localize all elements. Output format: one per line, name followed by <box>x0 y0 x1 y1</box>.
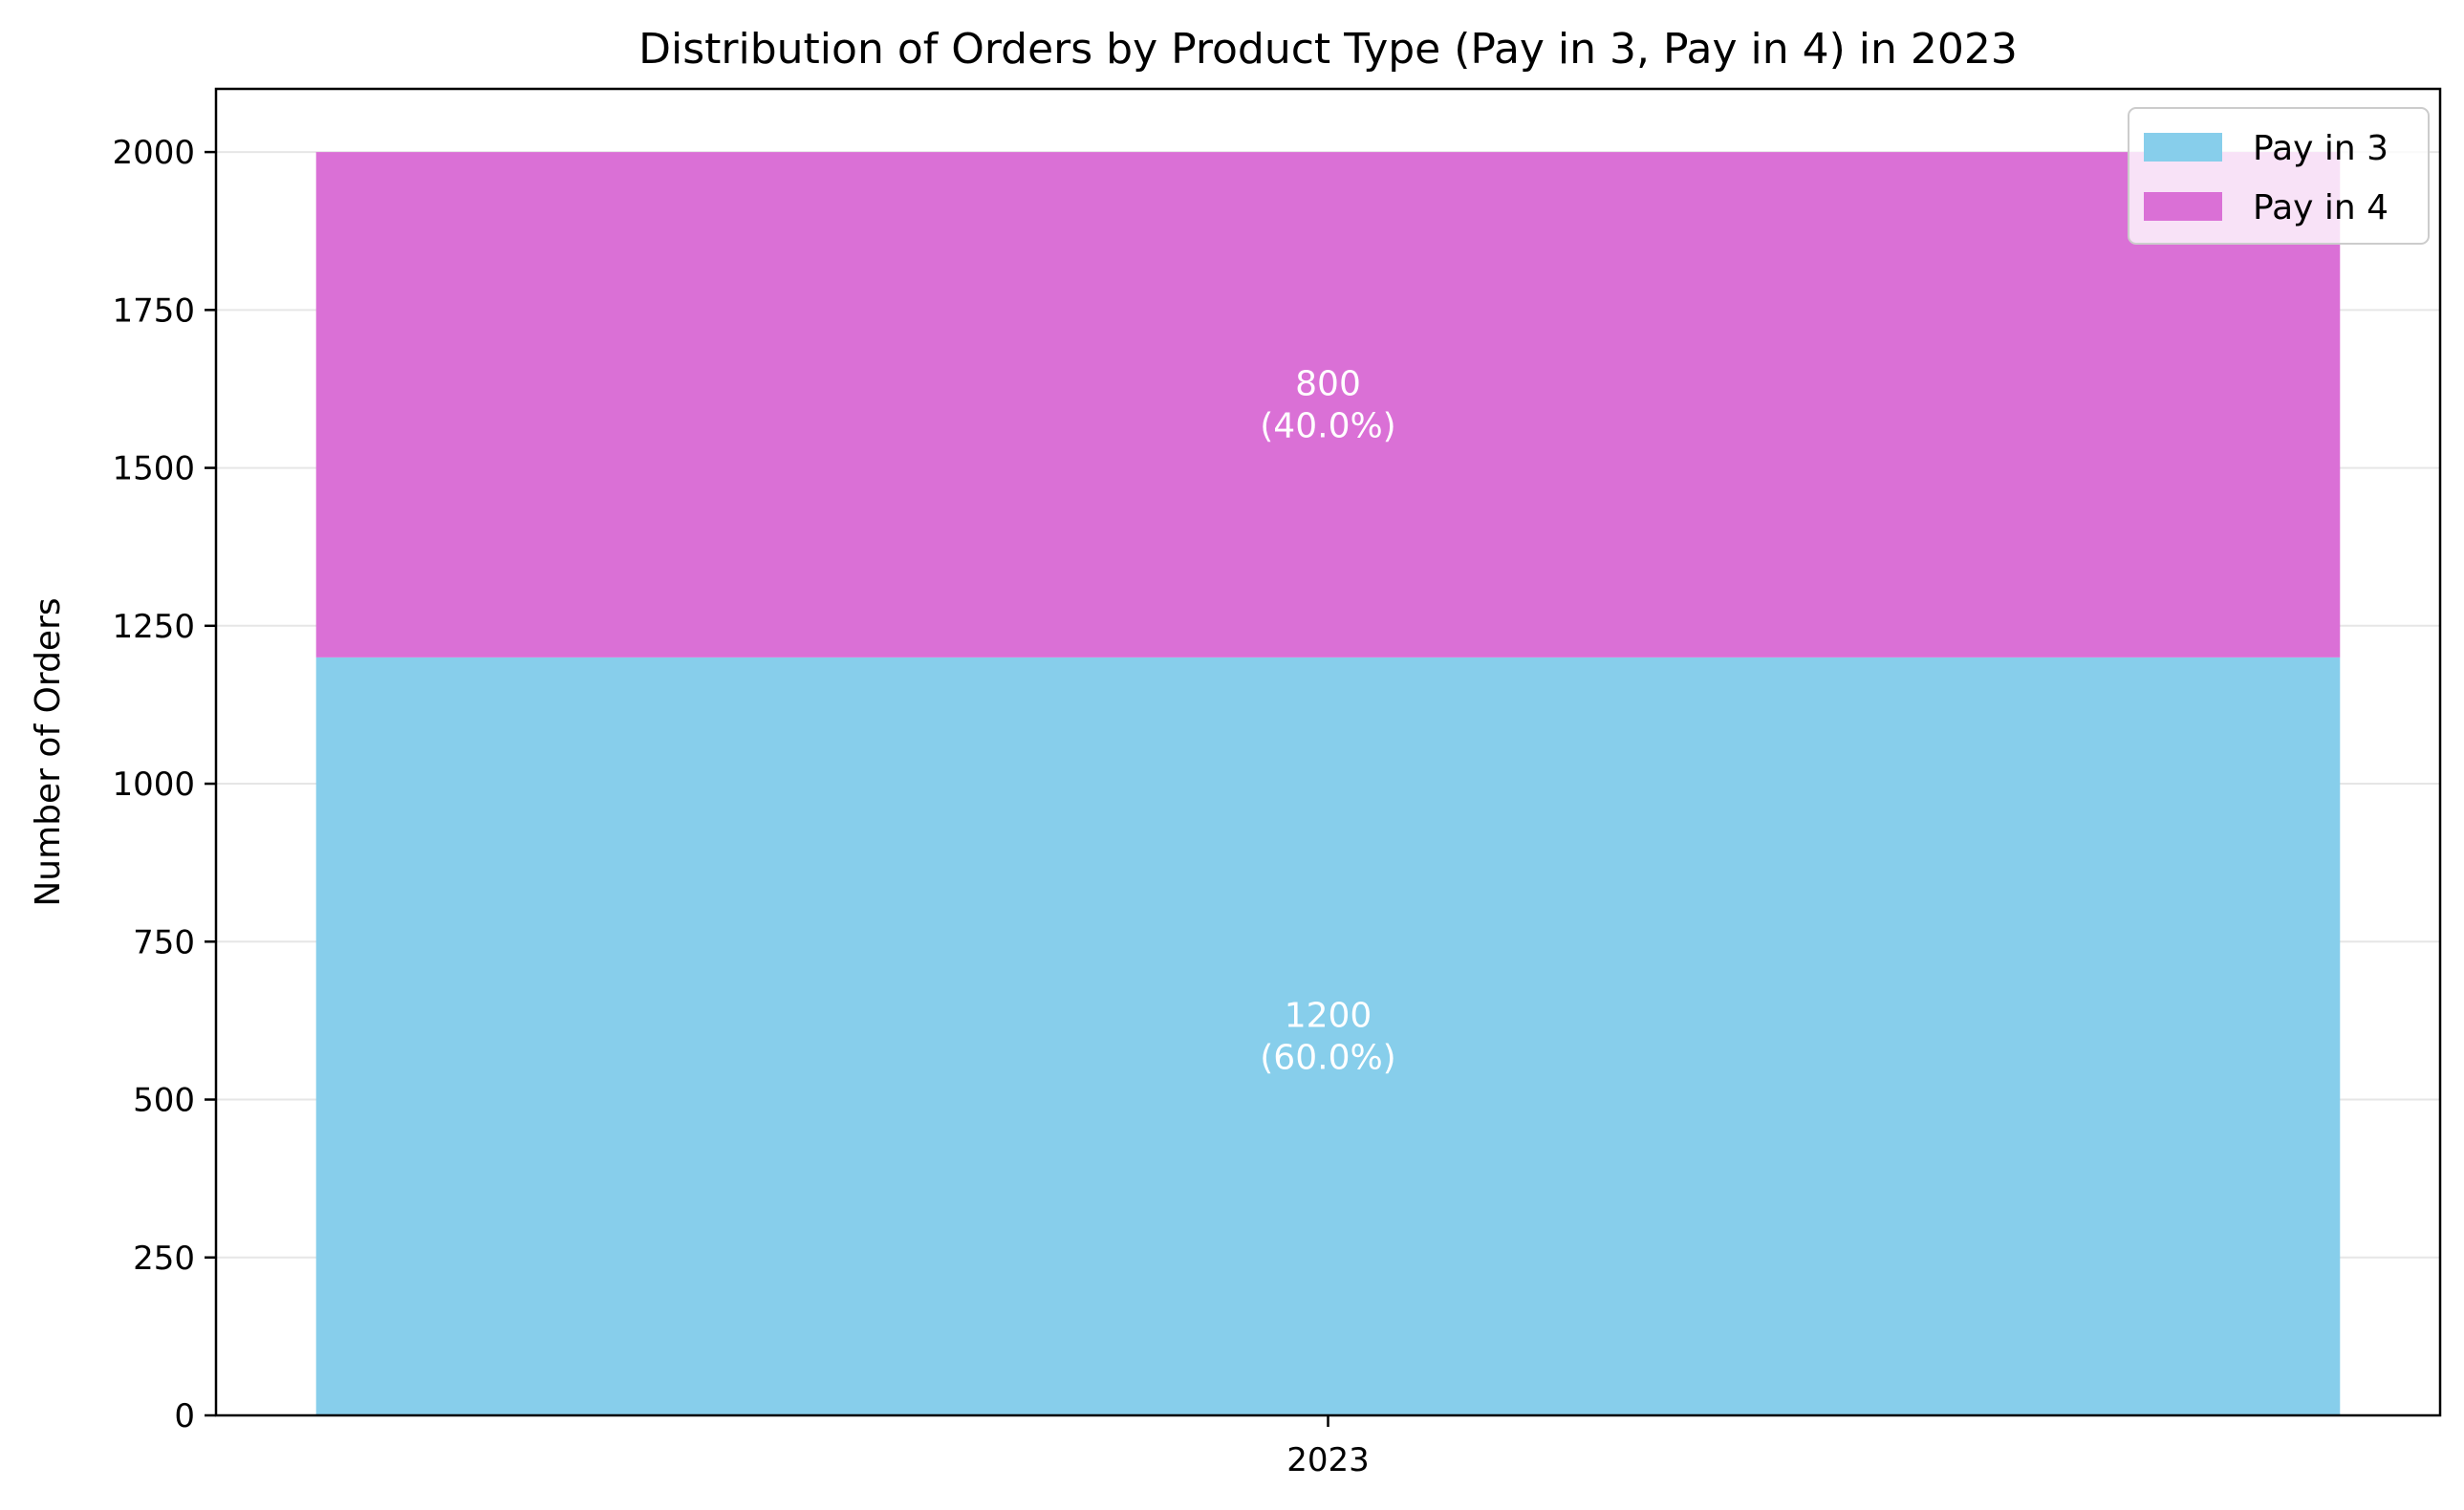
x-axis-ticks: 2023 <box>1286 1415 1370 1479</box>
y-tick-label: 0 <box>174 1397 195 1435</box>
data-label-pay-in-4: 800 (40.0%) <box>1260 364 1395 445</box>
legend-label-pay-in-3: Pay in 3 <box>2253 129 2388 168</box>
legend-swatch-pay-in-3 <box>2144 133 2222 162</box>
data-label-pay-in-3: 1200 (60.0%) <box>1260 996 1395 1077</box>
y-tick-label: 2000 <box>112 134 195 172</box>
y-tick-label: 1250 <box>112 608 195 646</box>
y-tick-label: 1750 <box>112 291 195 330</box>
x-tick-label: 2023 <box>1286 1441 1370 1479</box>
legend-swatch-pay-in-4 <box>2144 192 2222 221</box>
y-tick-label: 500 <box>133 1082 195 1120</box>
y-axis-ticks: 0 250 500 750 1000 1250 1500 1750 2000 <box>112 134 216 1435</box>
y-axis-label: Number of Orders <box>29 597 68 906</box>
y-tick-label: 750 <box>133 923 195 961</box>
y-tick-label: 250 <box>133 1240 195 1278</box>
bars <box>315 152 2341 1415</box>
chart-title: Distribution of Orders by Product Type (… <box>638 25 2018 74</box>
legend-label-pay-in-4: Pay in 4 <box>2253 188 2388 227</box>
bar-segment-pay-in-4 <box>315 152 2341 658</box>
y-tick-label: 1000 <box>112 766 195 804</box>
bar-labels: 1200 (60.0%) 800 (40.0%) <box>1260 364 1395 1077</box>
bar-segment-pay-in-3 <box>315 657 2341 1415</box>
y-tick-label: 1500 <box>112 450 195 488</box>
legend: Pay in 3 Pay in 4 <box>2128 107 2430 245</box>
